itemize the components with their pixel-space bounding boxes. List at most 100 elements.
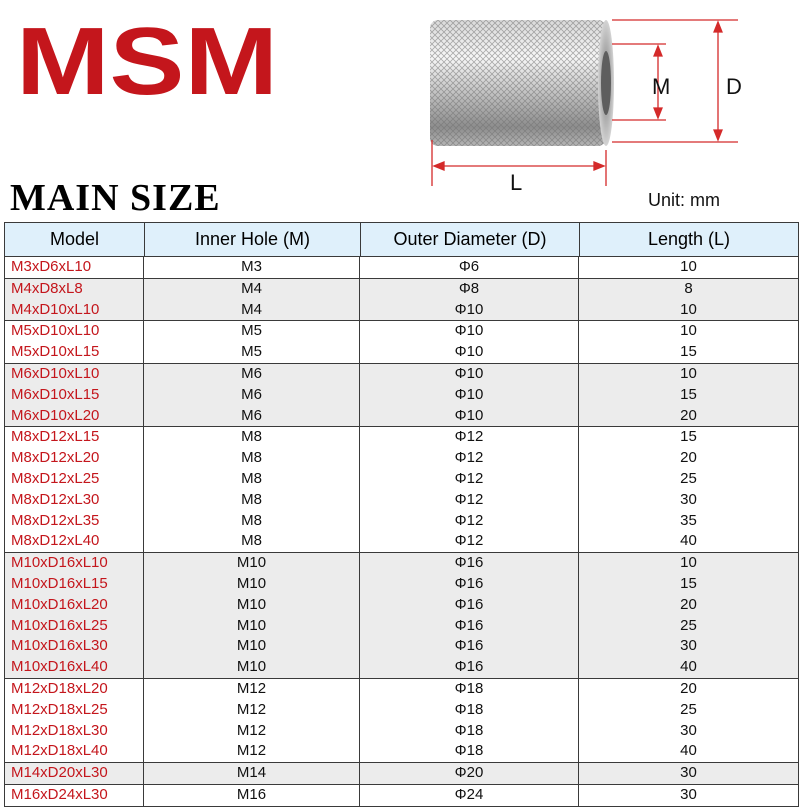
outer-diameter-cell: Φ24 xyxy=(360,784,579,806)
length-cell: 25 xyxy=(680,616,697,634)
table-row: M10xD16xL15 M10 Φ16 15 xyxy=(5,573,798,595)
model-cell: M10xD16xL15 xyxy=(5,573,144,595)
table-row: M6xD10xL20 M6 Φ10 20 xyxy=(5,405,798,427)
model-cell: M8xD12xL20 xyxy=(5,448,144,469)
table-row: M12xD18xL40 M12 Φ18 40 xyxy=(5,741,798,763)
inner-hole-cell: M6 xyxy=(144,405,360,427)
model-cell: M5xD10xL15 xyxy=(5,342,144,363)
outer-diameter-cell: Φ12 xyxy=(360,489,579,511)
length-cell: 25 xyxy=(680,700,697,718)
table-row-group: M16xD24xL30 M16 Φ24 30 xyxy=(5,784,798,806)
model-cell: M10xD16xL20 xyxy=(5,594,144,616)
inner-hole-cell: M10 xyxy=(144,553,360,574)
header-outer-diameter: Outer Diameter (D) xyxy=(361,223,580,256)
inner-hole-cell: M8 xyxy=(144,510,360,532)
logo-text: MSM xyxy=(16,8,278,115)
unit-label: Unit: mm xyxy=(648,190,720,210)
inner-hole-cell: M6 xyxy=(144,363,360,385)
msm-logo-graphic: MSM xyxy=(16,8,278,115)
outer-diameter-cell: Φ18 xyxy=(360,699,579,721)
model-cell: M10xD16xL40 xyxy=(5,657,144,678)
inner-hole-cell: M8 xyxy=(144,489,360,511)
inner-hole-cell: M10 xyxy=(144,573,360,595)
outer-diameter-cell: Φ10 xyxy=(360,384,579,406)
inner-hole-cell: M5 xyxy=(144,342,360,363)
model-cell: M4xD10xL10 xyxy=(5,299,144,321)
model-cell: M10xD16xL10 xyxy=(5,553,144,574)
table-row: M8xD12xL35 M8 Φ12 35 xyxy=(5,510,798,532)
table-row-group: M8xD12xL15 M8 Φ12 15 M8xD12xL20 M8 Φ12 20 M8xD12… xyxy=(5,427,798,554)
size-table: Model Inner Hole (M) Outer Diameter (D) … xyxy=(4,222,799,807)
length-cell: 15 xyxy=(680,343,697,361)
length-cell: 30 xyxy=(680,490,697,508)
table-row-group: M4xD8xL8 M4 Φ8 8 M4xD10xL10 M4 Φ10 10 xyxy=(5,278,798,322)
header-model: Model xyxy=(5,223,145,256)
table-row: M3xD6xL10 M3 Φ6 10 xyxy=(5,257,798,278)
inner-hole-cell: M6 xyxy=(144,384,360,406)
outer-diameter-cell: Φ16 xyxy=(360,636,579,658)
length-cell: 30 xyxy=(680,637,697,655)
model-cell: M8xD12xL15 xyxy=(5,427,144,449)
table-row: M8xD12xL25 M8 Φ12 25 xyxy=(5,468,798,490)
outer-diameter-cell: Φ8 xyxy=(360,278,579,300)
table-row: M8xD12xL20 M8 Φ12 20 xyxy=(5,448,798,469)
table-body: M3xD6xL10 M3 Φ6 10 M4xD8xL8 M4 Φ8 8 M4xD10xL10 M4… xyxy=(5,257,798,806)
product-image xyxy=(420,14,620,154)
label-l: L xyxy=(510,170,522,195)
table-row: M6xD10xL10 M6 Φ10 10 xyxy=(5,363,798,385)
model-cell: M12xD18xL40 xyxy=(5,741,144,763)
length-cell: 25 xyxy=(680,469,697,487)
table-row: M12xD18xL20 M12 Φ18 20 xyxy=(5,678,798,700)
length-cell: 20 xyxy=(680,449,697,467)
table-row-group: M3xD6xL10 M3 Φ6 10 xyxy=(5,257,798,279)
table-row: M4xD8xL8 M4 Φ8 8 xyxy=(5,278,798,300)
section-title: MAIN SIZE xyxy=(10,177,221,219)
dimension-lines: M D L xyxy=(431,19,742,195)
dimension-diagram: M D L xyxy=(400,10,800,200)
outer-diameter-cell: Φ16 xyxy=(360,553,579,574)
outer-diameter-cell: Φ6 xyxy=(360,257,579,278)
inner-hole-cell: M10 xyxy=(144,657,360,678)
length-cell: 20 xyxy=(680,406,697,424)
outer-diameter-cell: Φ12 xyxy=(360,510,579,532)
inner-hole-cell: M5 xyxy=(144,321,360,343)
model-cell: M5xD10xL10 xyxy=(5,321,144,343)
model-cell: M4xD8xL8 xyxy=(5,278,144,300)
table-row: M10xD16xL20 M10 Φ16 20 xyxy=(5,594,798,616)
inner-hole-cell: M4 xyxy=(144,278,360,300)
table-row: M12xD18xL30 M12 Φ18 30 xyxy=(5,720,798,742)
length-cell: 10 xyxy=(680,364,697,382)
length-cell: 30 xyxy=(680,764,697,782)
inner-hole-cell: M3 xyxy=(144,257,360,278)
length-cell: 35 xyxy=(680,511,697,529)
table-row: M5xD10xL15 M5 Φ10 15 xyxy=(5,342,798,363)
table-row: M8xD12xL40 M8 Φ12 40 xyxy=(5,531,798,553)
table-row: M10xD16xL10 M10 Φ16 10 xyxy=(5,553,798,574)
table-header: Model Inner Hole (M) Outer Diameter (D) … xyxy=(5,223,798,257)
length-cell: 10 xyxy=(680,322,697,340)
model-cell: M3xD6xL10 xyxy=(5,257,144,278)
model-cell: M6xD10xL20 xyxy=(5,405,144,427)
length-cell: 8 xyxy=(684,279,693,297)
inner-hole-cell: M12 xyxy=(144,720,360,742)
length-cell: 20 xyxy=(680,595,697,613)
outer-diameter-cell: Φ18 xyxy=(360,741,579,763)
inner-hole-cell: M10 xyxy=(144,594,360,616)
outer-diameter-cell: Φ18 xyxy=(360,720,579,742)
length-cell: 10 xyxy=(680,300,697,318)
outer-diameter-cell: Φ10 xyxy=(360,405,579,427)
table-row: M8xD12xL30 M8 Φ12 30 xyxy=(5,489,798,511)
table-row: M8xD12xL15 M8 Φ12 15 xyxy=(5,427,798,449)
outer-diameter-cell: Φ16 xyxy=(360,657,579,678)
table-row-group: M14xD20xL30 M14 Φ20 30 xyxy=(5,763,798,785)
table-row: M10xD16xL30 M10 Φ16 30 xyxy=(5,636,798,658)
model-cell: M16xD24xL30 xyxy=(5,784,144,806)
outer-diameter-cell: Φ20 xyxy=(360,763,579,784)
table-row: M5xD10xL10 M5 Φ10 10 xyxy=(5,321,798,343)
inner-hole-cell: M12 xyxy=(144,678,360,700)
outer-diameter-cell: Φ10 xyxy=(360,363,579,385)
length-cell: 40 xyxy=(680,742,697,760)
length-cell: 40 xyxy=(680,658,697,676)
model-cell: M6xD10xL15 xyxy=(5,384,144,406)
length-cell: 10 xyxy=(680,258,697,275)
